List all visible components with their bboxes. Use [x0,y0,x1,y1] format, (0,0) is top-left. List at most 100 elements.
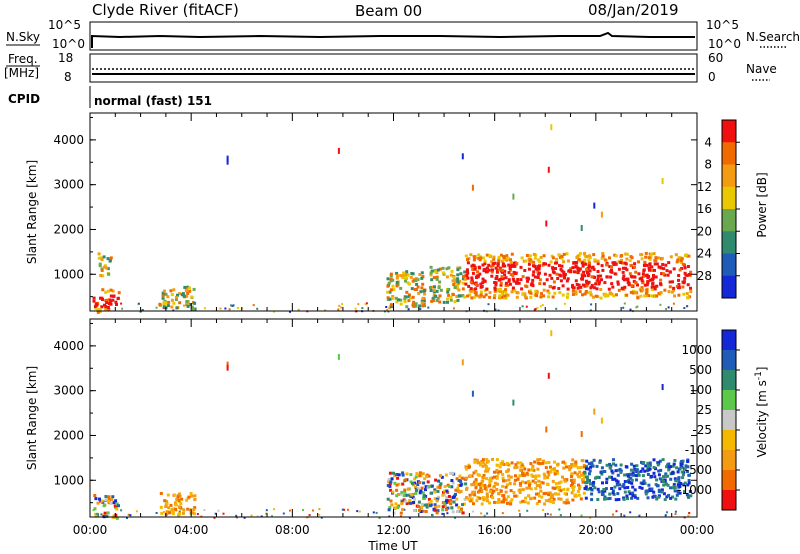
echo-cell [446,500,450,504]
echo-cell [484,467,488,471]
echo-cell [493,500,496,504]
echo-cell [471,483,475,487]
echo-cell [667,465,671,469]
echo-cell [457,479,461,482]
echo-cell [399,286,403,290]
echo-cell [429,265,433,269]
scatter-speckle [120,302,123,305]
echo-cell [465,274,469,278]
echo-cell [628,480,631,484]
echo-cell [483,289,487,293]
echo-cell [587,258,591,262]
echo-cell [389,480,393,484]
scatter-speckle [297,308,300,311]
echo-cell [479,486,483,489]
noise-left-label: N.Sky [6,30,40,44]
echo-cell [675,285,679,288]
echo-cell [618,483,622,487]
echo-cell [159,492,163,495]
echo-cell [478,272,482,276]
echo-cell [611,491,615,495]
echo-cell [395,284,399,288]
echo-cell [620,287,624,291]
echo-cell [589,482,592,486]
echo-cell [617,267,621,271]
echo-cell [411,481,414,485]
echo-cell [621,270,625,274]
echo-cell [161,293,165,297]
echo-cell [584,496,588,500]
echo-cell [544,466,548,470]
echo-cell [465,269,469,273]
echo-cell [604,487,608,491]
echo-cell [515,494,519,498]
echo-cell [573,471,577,475]
echo-cell [603,470,607,473]
echo-cell [685,292,689,296]
echo-cell [478,489,482,493]
scatter-speckle [559,514,562,517]
echo-cell [388,297,392,301]
echo-cell [608,291,612,295]
scatter-speckle [235,514,238,517]
echo-cell [617,260,621,264]
echo-cell [611,477,615,481]
echo-cell [115,502,119,506]
echo-cell [496,264,500,268]
echo-cell [643,469,647,473]
echo-cell [429,289,433,292]
scatter-speckle [686,305,689,308]
echo-cell [679,482,683,485]
sparse-echo [593,408,596,415]
echo-cell [464,467,468,471]
scatter-speckle [354,307,357,310]
echo-cell [501,262,505,266]
echo-cell [650,268,654,272]
echo-cell [463,277,467,281]
echo-cell [686,460,690,463]
echo-cell [188,508,192,512]
echo-cell [484,293,488,297]
echo-cell [586,487,590,491]
echo-cell [479,256,483,260]
echo-cell [456,298,460,302]
echo-cell [513,264,517,268]
echo-cell [457,509,461,513]
echo-cell [391,296,395,300]
scatter-speckle [203,307,206,310]
freq-right-tick-top: 60 [708,51,723,65]
echo-cell [568,468,572,472]
echo-cell [658,477,662,481]
colorbar-frame [721,329,737,511]
echo-cell [495,277,499,281]
echo-cell [109,288,113,292]
echo-cell [498,296,501,300]
echo-cell [660,488,664,492]
echo-cell [679,466,683,470]
scatter-speckle [558,508,561,511]
echo-cell [583,251,587,255]
echo-cell [453,278,457,282]
echo-cell [596,270,600,273]
echo-cell [192,508,196,511]
echo-cell [502,494,506,498]
echo-cell [569,484,573,487]
echo-cell [488,490,492,494]
echo-cell [190,305,194,309]
scatter-speckle [250,514,253,517]
echo-cell [185,294,189,298]
echo-cell [505,254,509,258]
echo-cell [550,495,554,499]
echo-cell [404,279,407,283]
echo-cell [429,491,433,495]
echo-cell [522,259,526,263]
sparse-echo [226,158,229,165]
echo-cell [482,268,486,272]
colorbar-tick-label: -25 [692,423,712,437]
echo-cell [423,289,427,293]
echo-cell [609,270,613,273]
scatter-speckle [629,511,632,514]
scatter-speckle [121,307,124,310]
echo-cell [596,277,600,281]
echo-cell [445,496,449,500]
